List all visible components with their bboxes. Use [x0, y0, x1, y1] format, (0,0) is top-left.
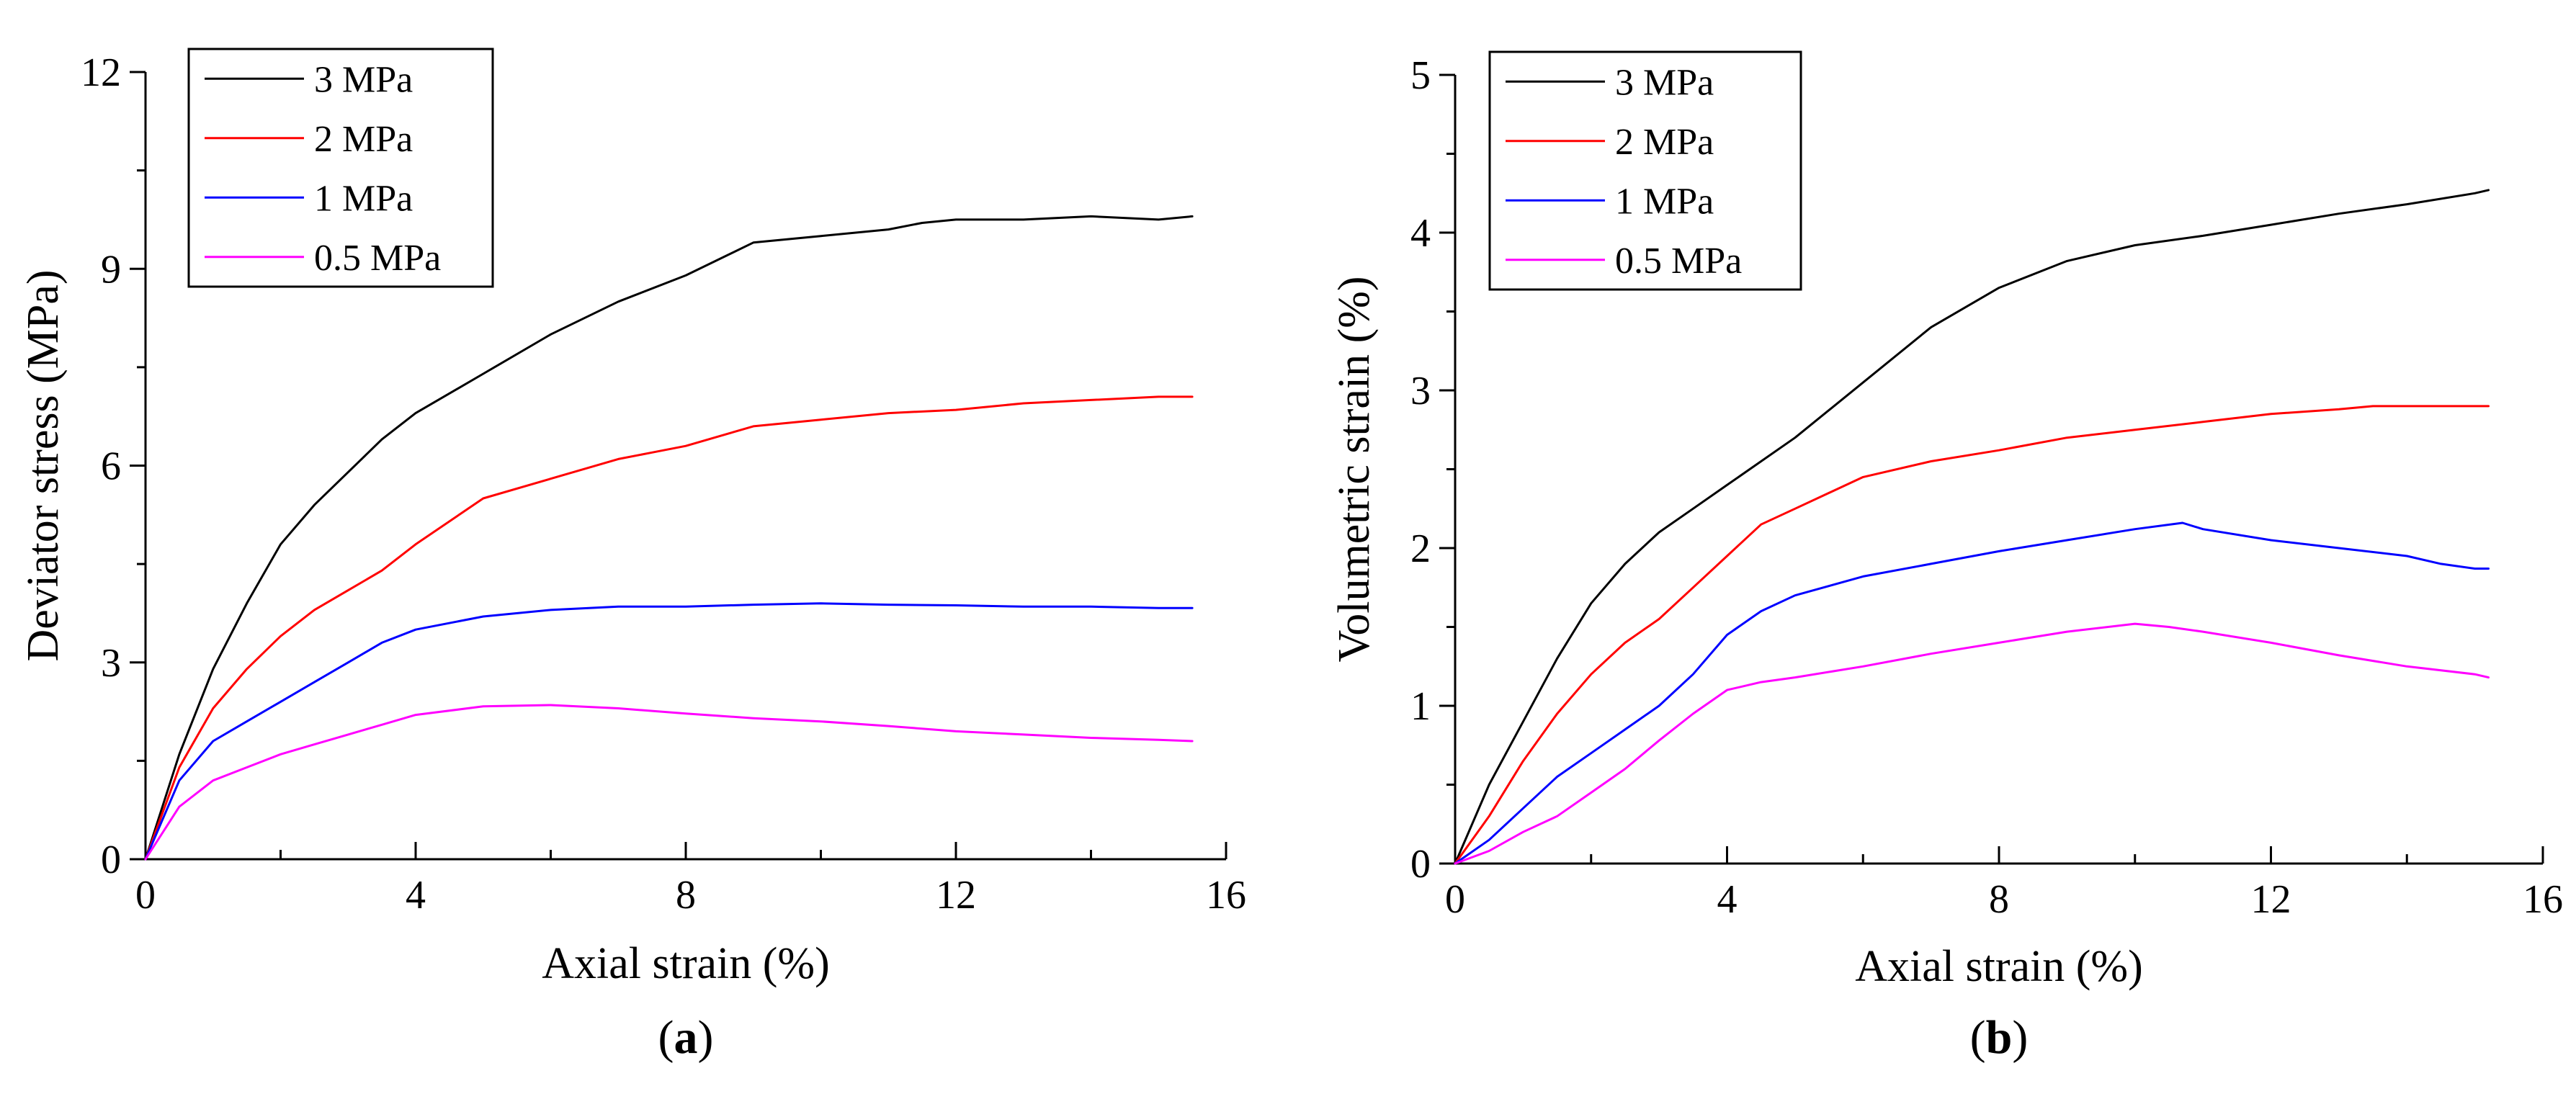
legend-label: 2 MPa: [1615, 122, 1714, 163]
legend-label: 2 MPa: [314, 119, 413, 160]
y-tick-label: 5: [1410, 53, 1431, 98]
legend: 3 MPa 2 MPa 1 MPa 0.5 MPa: [1488, 50, 1802, 291]
x-tick-label: 16: [1206, 873, 1246, 918]
y-tick-label: 3: [1410, 369, 1431, 413]
panel-caption: (a): [658, 1011, 714, 1064]
y-axis-title: Deviator stress (MPa): [19, 269, 68, 661]
series-line-3-mpapa: [1454, 189, 2490, 865]
y-tick-label: 9: [101, 247, 121, 292]
legend-label: 0.5 MPa: [1615, 241, 1742, 282]
legend-label: 1 MPa: [314, 178, 413, 219]
y-tick-label: 4: [1410, 211, 1431, 256]
x-tick-label: 8: [1989, 877, 2009, 922]
x-tick-label: 4: [406, 873, 426, 918]
legend-box: [1488, 50, 1802, 291]
series-line-1-mpapa: [1454, 521, 2490, 865]
y-tick-label: 3: [101, 641, 121, 686]
legend: 3 MPa 2 MPa 1 MPa 0.5 MPa: [187, 48, 494, 288]
x-tick-label: 0: [135, 873, 156, 918]
legend-label: 1 MPa: [1615, 181, 1714, 222]
x-axis-title: Axial strain (%): [1855, 942, 2142, 991]
x-tick-label: 12: [2251, 877, 2291, 922]
series-line-3-mpapa: [144, 215, 1194, 861]
y-tick-label: 2: [1410, 526, 1431, 571]
panel-a: 0 4 8 12 16 0 3 6 9 12 Axial strain (%) Deviator st…: [19, 48, 1246, 1064]
panel-caption: (b): [1970, 1011, 2029, 1064]
panel-caption-letter: a: [674, 1011, 698, 1064]
x-tick-label: 0: [1445, 877, 1465, 922]
x-tick-label: 12: [936, 873, 976, 918]
y-tick-label: 12: [81, 50, 121, 95]
x-axis-title: Axial strain (%): [542, 939, 829, 988]
series-line-0-5-mpapa: [1454, 622, 2490, 865]
series-line-0-5-mpapa: [144, 704, 1194, 861]
legend-label: 3 MPa: [1615, 62, 1714, 103]
y-tick-label: 6: [101, 444, 121, 489]
y-axis-title: Volumetric strain (%): [1330, 276, 1379, 662]
series-line-2-mpapa: [1454, 405, 2490, 865]
panel-caption-letter: b: [1986, 1011, 2013, 1064]
series-line-1-mpapa: [144, 602, 1194, 861]
legend-label: 3 MPa: [314, 59, 413, 100]
x-tick-label: 4: [1717, 877, 1738, 922]
series-line-2-mpapa: [144, 395, 1194, 861]
y-tick-label: 0: [1410, 842, 1431, 887]
x-tick-label: 16: [2523, 877, 2563, 922]
x-tick-label: 8: [676, 873, 696, 918]
y-tick-label: 0: [101, 838, 121, 882]
y-tick-label: 1: [1410, 684, 1431, 729]
legend-box: [187, 48, 494, 288]
legend-label: 0.5 MPa: [314, 238, 441, 279]
